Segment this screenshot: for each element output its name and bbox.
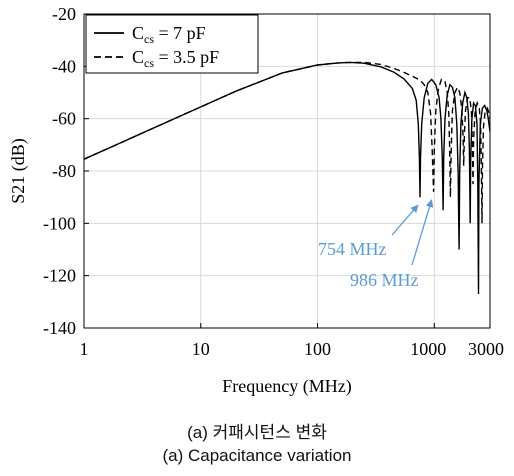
legend-label: Ccs = 7 pF <box>132 23 206 46</box>
y-axis-label: S21 (dB) <box>8 138 29 204</box>
annotation-label: 754 MHz <box>318 239 387 259</box>
y-tick-label: -60 <box>52 109 76 129</box>
annotation-arrow <box>391 204 419 236</box>
x-tick-label: 1 <box>80 339 89 359</box>
y-tick-label: -80 <box>52 161 76 181</box>
tick-labels: -140 -120 -100 -80 -60 -40 -20 1 10 100 1000 3000 <box>43 4 504 359</box>
x-axis-label: Frequency (MHz) <box>222 376 351 397</box>
legend-box <box>85 14 259 74</box>
x-tick-label: 100 <box>304 339 331 359</box>
y-tick-label: -40 <box>52 56 76 76</box>
x-tick-label: 3000 <box>468 339 504 359</box>
series-line-3-5pf <box>83 61 491 224</box>
annotation-label: 986 MHz <box>350 270 419 290</box>
legend-label: Ccs = 3.5 pF <box>132 47 219 70</box>
annotations: 754 MHz 986 MHz <box>318 199 434 290</box>
annotation-arrow <box>411 199 434 266</box>
figure-caption-korean: (a) 커패시턴스 변화 <box>187 423 327 442</box>
y-tick-label: -120 <box>43 266 76 286</box>
y-tick-label: -20 <box>52 4 76 24</box>
y-tick-label: -100 <box>43 213 76 233</box>
series-line-7pf <box>83 61 491 295</box>
x-tick-label: 10 <box>192 339 210 359</box>
series-layer <box>83 61 491 295</box>
y-tick-label: -140 <box>43 318 76 338</box>
x-tick-label: 1000 <box>410 339 446 359</box>
figure-caption-english: (a) Capacitance variation <box>162 446 352 465</box>
